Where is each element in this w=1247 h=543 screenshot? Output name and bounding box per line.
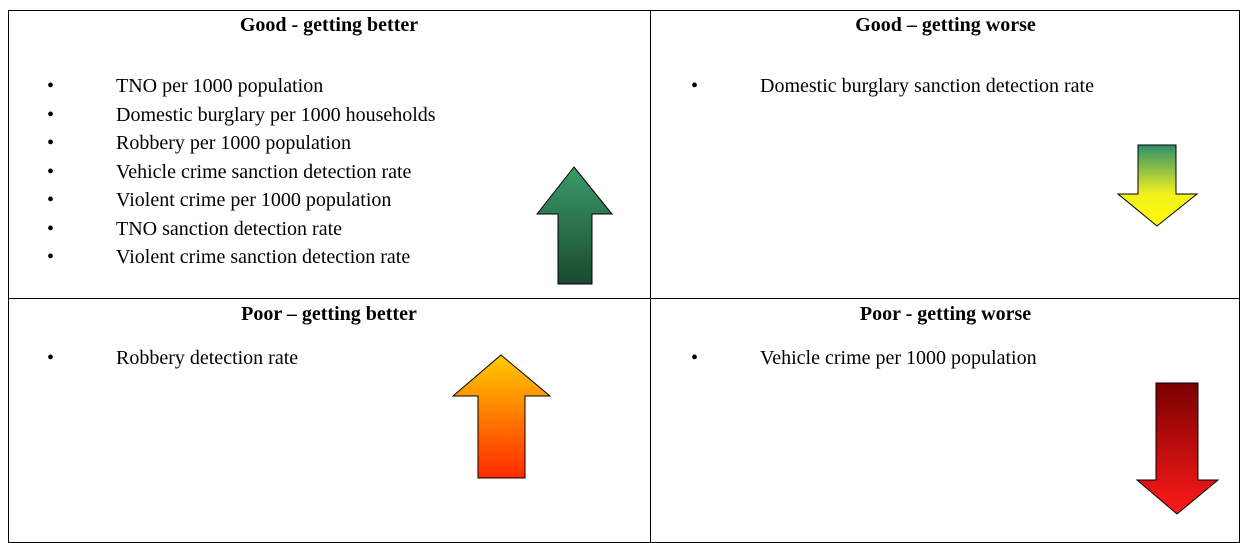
- arrow-up-green: [536, 166, 614, 285]
- cell: Poor – getting better Robbery detection …: [8, 299, 650, 543]
- cell: Poor - getting worse Vehicle crime per 1…: [651, 299, 1240, 543]
- list-item: Violent crime sanction detection rate: [47, 243, 436, 272]
- list-item: TNO sanction detection rate: [47, 215, 436, 244]
- list-item: Violent crime per 1000 population: [47, 186, 436, 215]
- divider: [8, 298, 1240, 299]
- divider: [650, 10, 651, 543]
- cell-heading: Poor - getting worse: [859, 303, 1032, 325]
- arrow-down-yellow: [1117, 144, 1199, 227]
- list-item: Robbery detection rate: [47, 344, 298, 373]
- list: Domestic burglary sanction detection rat…: [691, 72, 1094, 101]
- arrow-down-red: [1136, 382, 1220, 515]
- list: Robbery detection rate: [47, 344, 298, 373]
- cell: Good – getting worse Domestic burglary s…: [651, 10, 1240, 298]
- list-item: Domestic burglary sanction detection rat…: [691, 72, 1094, 101]
- list-item: Robbery per 1000 population: [47, 129, 436, 158]
- cell-heading: Good - getting better: [239, 14, 419, 36]
- list: TNO per 1000 populationDomestic burglary…: [47, 72, 436, 272]
- arrow-up-orange: [452, 354, 552, 479]
- list-item: Domestic burglary per 1000 households: [47, 101, 436, 130]
- cell-heading: Poor – getting better: [241, 303, 417, 325]
- list: Vehicle crime per 1000 population: [691, 344, 1037, 373]
- list-item: Vehicle crime per 1000 population: [691, 344, 1037, 373]
- list-item: Vehicle crime sanction detection rate: [47, 158, 436, 187]
- cell-heading: Good – getting worse: [855, 14, 1036, 36]
- list-item: TNO per 1000 population: [47, 72, 436, 101]
- cell: Good - getting better TNO per 1000 popul…: [8, 10, 650, 298]
